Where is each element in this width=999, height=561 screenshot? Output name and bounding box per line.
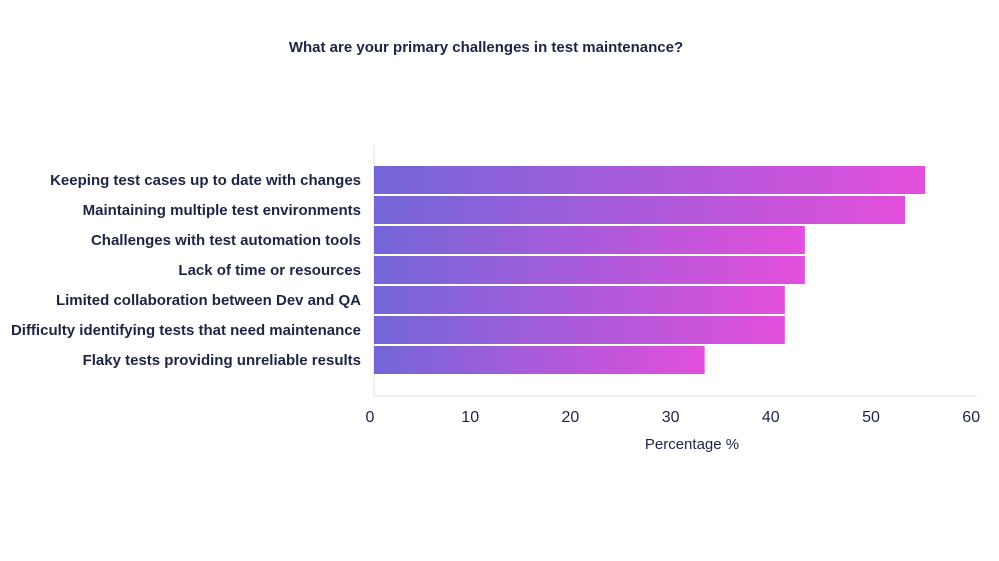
x-tick-label: 30 (662, 409, 680, 426)
x-tick-label: 40 (762, 409, 780, 426)
category-label: Flaky tests providing unreliable results (83, 352, 361, 369)
x-tick-label: 20 (562, 409, 580, 426)
x-tick-label: 0 (366, 409, 375, 426)
x-tick-label: 60 (962, 409, 980, 426)
category-labels-group: Keeping test cases up to date with chang… (11, 172, 361, 369)
category-label: Keeping test cases up to date with chang… (50, 172, 361, 189)
bar (374, 286, 785, 314)
bars-group (374, 166, 926, 374)
chart-title: What are your primary challenges in test… (289, 39, 683, 56)
category-label: Maintaining multiple test environments (83, 202, 361, 219)
x-tick-label: 50 (862, 409, 880, 426)
category-label: Limited collaboration between Dev and QA (56, 292, 361, 309)
x-axis-title: Percentage % (645, 436, 739, 453)
x-tick-label: 10 (461, 409, 479, 426)
bar (374, 226, 805, 254)
x-tick-labels-group: 0 10 20 30 40 50 60 (366, 409, 981, 426)
category-label: Difficulty identifying tests that need m… (11, 322, 361, 339)
bar (374, 316, 785, 344)
category-label: Challenges with test automation tools (91, 232, 361, 249)
category-label: Lack of time or resources (178, 262, 361, 279)
bar (374, 256, 805, 284)
bar (374, 346, 705, 374)
bar (374, 196, 906, 224)
bar (374, 166, 926, 194)
